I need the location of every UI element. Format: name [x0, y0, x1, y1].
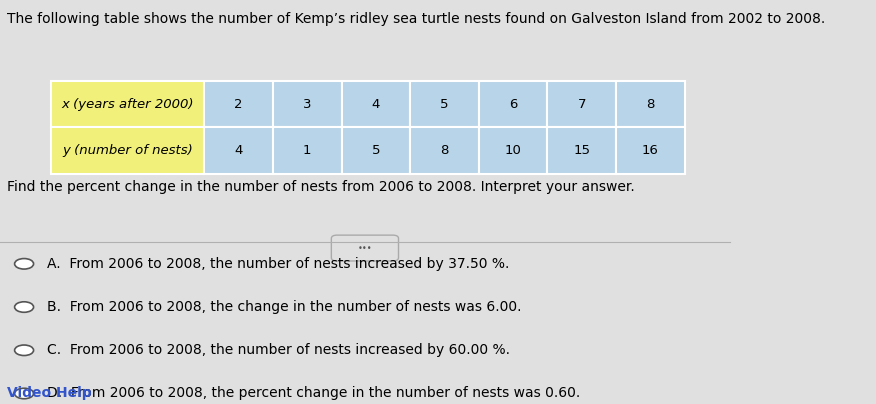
- Text: 16: 16: [642, 144, 659, 157]
- Text: C.  From 2006 to 2008, the number of nests increased by 60.00 %.: C. From 2006 to 2008, the number of nest…: [47, 343, 511, 357]
- FancyBboxPatch shape: [548, 81, 616, 127]
- Text: 4: 4: [235, 144, 243, 157]
- Text: 8: 8: [646, 97, 654, 111]
- Text: Find the percent change in the number of nests from 2006 to 2008. Interpret your: Find the percent change in the number of…: [7, 180, 635, 194]
- Text: The following table shows the number of Kemp’s ridley sea turtle nests found on : The following table shows the number of …: [7, 12, 825, 26]
- Circle shape: [15, 259, 33, 269]
- Text: 10: 10: [505, 144, 521, 157]
- Text: 7: 7: [577, 97, 586, 111]
- Text: 5: 5: [441, 97, 449, 111]
- FancyBboxPatch shape: [273, 127, 342, 174]
- FancyBboxPatch shape: [204, 127, 273, 174]
- Text: x (years after 2000): x (years after 2000): [61, 97, 194, 111]
- FancyBboxPatch shape: [616, 127, 685, 174]
- Text: 6: 6: [509, 97, 518, 111]
- Text: 15: 15: [573, 144, 590, 157]
- Text: D.  From 2006 to 2008, the percent change in the number of nests was 0.60.: D. From 2006 to 2008, the percent change…: [47, 387, 581, 400]
- Circle shape: [15, 302, 33, 312]
- Text: Video Help: Video Help: [7, 386, 92, 400]
- FancyBboxPatch shape: [410, 127, 479, 174]
- Text: 8: 8: [441, 144, 449, 157]
- Text: y (number of nests): y (number of nests): [62, 144, 193, 157]
- Text: •••: •••: [357, 244, 372, 252]
- Text: 4: 4: [371, 97, 380, 111]
- Circle shape: [15, 388, 33, 399]
- Text: 5: 5: [371, 144, 380, 157]
- Circle shape: [15, 345, 33, 356]
- FancyBboxPatch shape: [331, 235, 399, 261]
- FancyBboxPatch shape: [342, 81, 410, 127]
- Text: 3: 3: [303, 97, 312, 111]
- FancyBboxPatch shape: [273, 81, 342, 127]
- FancyBboxPatch shape: [616, 81, 685, 127]
- FancyBboxPatch shape: [479, 127, 548, 174]
- FancyBboxPatch shape: [204, 81, 273, 127]
- Text: 1: 1: [303, 144, 312, 157]
- Text: 2: 2: [235, 97, 243, 111]
- FancyBboxPatch shape: [51, 127, 204, 174]
- FancyBboxPatch shape: [548, 127, 616, 174]
- FancyBboxPatch shape: [51, 81, 204, 127]
- FancyBboxPatch shape: [342, 127, 410, 174]
- FancyBboxPatch shape: [479, 81, 548, 127]
- FancyBboxPatch shape: [410, 81, 479, 127]
- Text: A.  From 2006 to 2008, the number of nests increased by 37.50 %.: A. From 2006 to 2008, the number of nest…: [47, 257, 510, 271]
- Text: B.  From 2006 to 2008, the change in the number of nests was 6.00.: B. From 2006 to 2008, the change in the …: [47, 300, 522, 314]
